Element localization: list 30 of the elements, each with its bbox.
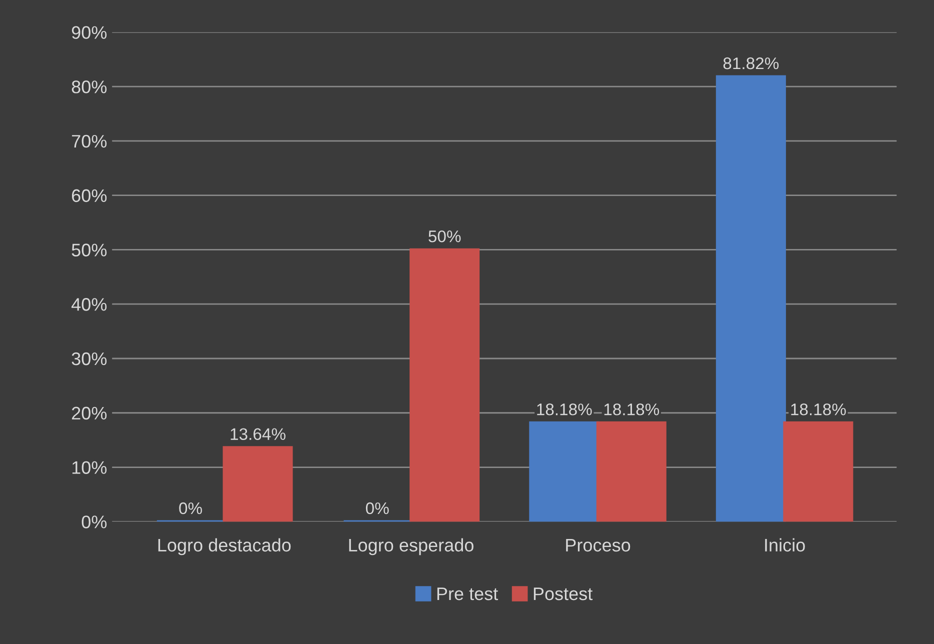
x-tick-label: Logro destacado — [158, 538, 291, 556]
data-label: 0% — [366, 502, 389, 514]
x-tick-label: Inicio — [765, 538, 805, 552]
bar — [716, 75, 786, 522]
x-tick-label: Proceso — [566, 538, 630, 552]
y-tick-label: 10% — [72, 461, 107, 474]
y-tick-label: 50% — [72, 244, 107, 256]
y-tick-label: 30% — [72, 352, 107, 366]
bar — [222, 446, 293, 522]
bar — [529, 421, 600, 522]
data-label: 18.18% — [791, 404, 846, 416]
bar — [596, 421, 666, 522]
data-label: 18.18% — [604, 404, 660, 416]
y-tick-label: 20% — [72, 406, 107, 420]
x-tick-label: Logro esperado — [349, 538, 474, 556]
data-label: 0% — [179, 502, 202, 514]
data-label: 13.64% — [230, 428, 286, 440]
bar — [410, 248, 480, 522]
legend-label: Pre test — [437, 588, 498, 600]
data-label: 50% — [428, 230, 461, 242]
y-tick-label: 40% — [71, 298, 107, 311]
data-label: 81.82% — [723, 57, 779, 70]
bar — [783, 421, 854, 522]
y-tick-label: 60% — [72, 189, 107, 202]
y-tick-label: 70% — [72, 134, 107, 148]
data-label: 18.18% — [537, 404, 592, 416]
y-tick-label: 0% — [82, 516, 107, 528]
y-tick-label: 90% — [72, 26, 107, 39]
y-tick-label: 80% — [72, 80, 107, 94]
legend-label: Postest — [534, 588, 593, 600]
